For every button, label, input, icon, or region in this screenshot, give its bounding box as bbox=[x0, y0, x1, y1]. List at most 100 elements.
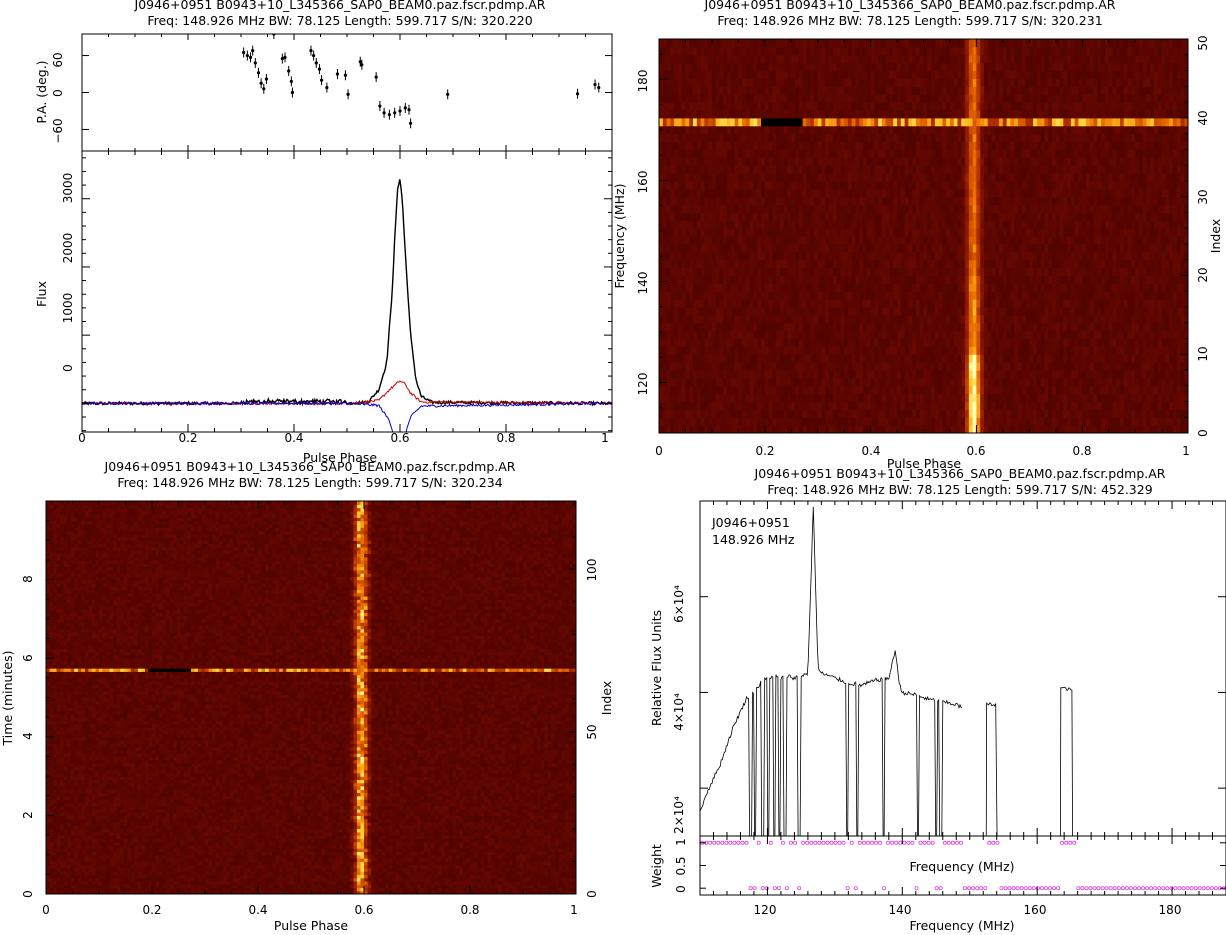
freqphase-cell bbox=[734, 243, 739, 253]
freqphase-cell bbox=[1153, 299, 1159, 308]
freqphase-cell bbox=[991, 354, 996, 363]
freqphase-cell bbox=[1135, 322, 1140, 332]
freqphase-cell bbox=[844, 275, 849, 284]
freqphase-cell bbox=[863, 385, 868, 395]
freqphase-cell bbox=[866, 401, 872, 410]
freqphase-cell bbox=[1006, 236, 1012, 245]
freqphase-cell bbox=[1040, 322, 1046, 332]
freqphase-cell bbox=[749, 267, 755, 276]
freqphase-cell bbox=[949, 172, 955, 182]
freqphase-cell bbox=[730, 425, 736, 433]
freqphase-cell bbox=[1180, 369, 1185, 379]
freqphase-cell bbox=[810, 212, 815, 221]
freqphase-cell bbox=[696, 172, 702, 182]
freqphase-cell bbox=[768, 196, 773, 206]
freqphase-cell bbox=[730, 220, 736, 229]
freqphase-cell bbox=[889, 377, 894, 387]
freqphase-cell bbox=[734, 212, 739, 221]
freqphase-cell bbox=[674, 172, 679, 182]
freqphase-cell bbox=[742, 220, 747, 229]
freqphase-cell bbox=[659, 362, 664, 371]
freqphase-cell bbox=[832, 369, 838, 379]
freqphase-cell bbox=[859, 220, 864, 229]
freqphase-cell bbox=[889, 220, 894, 229]
freqphase-cell bbox=[1063, 362, 1068, 371]
freqphase-cell bbox=[821, 338, 826, 347]
freqphase-cell bbox=[1157, 196, 1163, 206]
freqphase-cell bbox=[696, 236, 702, 245]
freqphase-cell bbox=[878, 283, 883, 292]
freqphase-cell bbox=[1048, 409, 1053, 418]
freqphase-cell bbox=[772, 196, 777, 206]
freqphase-cell bbox=[946, 354, 951, 363]
freqphase-cell bbox=[1097, 362, 1102, 371]
freqphase-cell bbox=[764, 188, 770, 198]
freqphase-cell bbox=[1161, 417, 1166, 426]
freqphase-cell bbox=[999, 165, 1004, 174]
freqphase-cell bbox=[1097, 236, 1102, 245]
freqphase-cell bbox=[1085, 299, 1091, 308]
freqphase-cell bbox=[776, 322, 781, 332]
freqphase-cell bbox=[1059, 314, 1064, 324]
freqphase-cell bbox=[870, 220, 875, 229]
freqphase-cell bbox=[1021, 369, 1027, 379]
freqphase-cell bbox=[1138, 409, 1144, 418]
freqphase-cell bbox=[1131, 212, 1136, 221]
freqphase-cell bbox=[674, 401, 679, 410]
freqphase-cell bbox=[776, 275, 781, 284]
freqphase-cell bbox=[999, 401, 1004, 410]
freqphase-cell bbox=[953, 425, 959, 433]
freqphase-cell bbox=[1104, 267, 1110, 276]
freqphase-cell bbox=[991, 338, 996, 347]
freqphase-cell bbox=[972, 243, 977, 253]
freqphase-cell bbox=[1104, 377, 1110, 387]
freqphase-cell bbox=[1131, 251, 1136, 261]
freqphase-cell bbox=[1184, 354, 1188, 363]
freqphase-cell bbox=[734, 228, 739, 237]
freqphase-cell bbox=[1029, 212, 1034, 221]
freqphase-cell bbox=[1176, 322, 1182, 332]
freqphase-cell bbox=[870, 291, 875, 300]
freqphase-cell bbox=[976, 393, 981, 403]
freqphase-cell bbox=[836, 243, 841, 253]
freqphase-cell bbox=[1014, 401, 1019, 410]
freqphase-cell bbox=[768, 409, 773, 418]
freqphase-cell bbox=[847, 417, 853, 426]
freqphase-cell bbox=[878, 212, 883, 221]
freqphase-cell bbox=[798, 338, 804, 347]
freqphase-cell bbox=[972, 377, 977, 387]
freqphase-cell bbox=[1017, 204, 1023, 213]
freqphase-cell bbox=[1119, 338, 1125, 347]
freqphase-cell bbox=[1048, 283, 1053, 292]
freqphase-cell bbox=[912, 180, 917, 190]
freqphase-cell bbox=[685, 354, 690, 363]
freqphase-cell bbox=[749, 180, 755, 190]
freqphase-cell bbox=[1033, 362, 1038, 371]
freqphase-cell bbox=[689, 196, 694, 206]
freqphase-cell bbox=[783, 401, 789, 410]
freqphase-cell bbox=[991, 172, 996, 182]
freqphase-cell bbox=[681, 165, 687, 174]
freqphase-cell bbox=[719, 401, 724, 410]
freqphase-cell bbox=[859, 196, 864, 206]
freqphase-cell bbox=[779, 417, 785, 426]
freqphase-cell bbox=[1150, 180, 1155, 190]
freqphase-cell bbox=[878, 314, 883, 324]
freqphase-cell bbox=[912, 385, 917, 395]
freqphase-cell bbox=[802, 299, 807, 308]
freqphase-cell bbox=[897, 188, 902, 198]
freqphase-cell bbox=[953, 251, 959, 261]
freqphase-cell bbox=[1025, 291, 1030, 300]
freqphase-cell bbox=[863, 306, 868, 316]
freqphase-cell bbox=[829, 354, 834, 363]
freqphase-cell bbox=[764, 243, 770, 253]
freqphase-cell bbox=[1184, 377, 1188, 387]
freqphase-cell bbox=[874, 283, 879, 292]
freqphase-cell bbox=[983, 228, 989, 237]
freqphase-cell bbox=[776, 204, 781, 213]
freqphase-cell bbox=[874, 354, 879, 363]
freqphase-cell bbox=[817, 322, 823, 332]
freqphase-cell bbox=[991, 236, 996, 245]
freqphase-cell bbox=[1184, 417, 1188, 426]
